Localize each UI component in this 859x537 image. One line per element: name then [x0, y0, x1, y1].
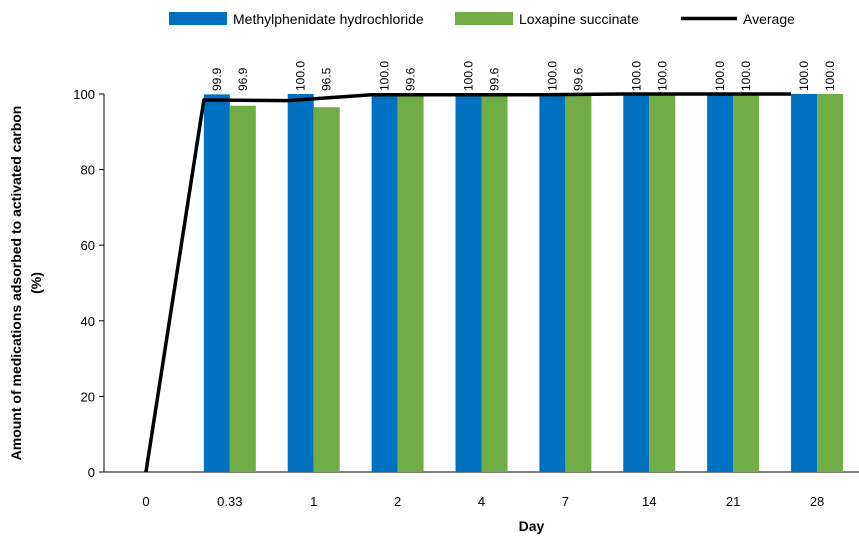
- x-axis-title: Day: [519, 518, 545, 534]
- y-tick-label: 20: [81, 389, 95, 404]
- x-tick-label: 14: [642, 494, 656, 509]
- x-tick-label: 1: [310, 494, 317, 509]
- bar: [539, 94, 566, 472]
- bars: [203, 94, 844, 473]
- legend-swatch: [169, 12, 227, 25]
- y-axis-title-line-2: (%): [28, 272, 44, 294]
- x-axis: 0 0.33 1 2 4 7 14 21 28: [104, 471, 859, 509]
- bar-data-label: 96.9: [236, 67, 250, 91]
- legend-label: Methylphenidate hydrochloride: [233, 11, 424, 27]
- bar-data-label: 100.0: [545, 61, 559, 91]
- average-line-group: [144, 92, 792, 473]
- bar: [229, 105, 256, 472]
- bar: [455, 94, 482, 472]
- bar-data-label: 100.0: [823, 61, 837, 91]
- bar-data-label: 99.6: [404, 67, 418, 91]
- bar: [623, 94, 650, 472]
- y-tick-label: 40: [81, 314, 95, 329]
- bar: [791, 94, 818, 472]
- bar-labels: 99.9 100.0 100.0 100.0 100.0 100.0 100.0 100.0 9…: [210, 61, 837, 91]
- legend-label: Loxapine succinate: [519, 11, 639, 27]
- bar-data-label: 100.0: [378, 61, 392, 91]
- legend-swatch: [455, 12, 513, 25]
- x-tick-label: 21: [726, 494, 740, 509]
- bar-data-label: 100.0: [462, 61, 476, 91]
- x-tick-label: 28: [810, 494, 824, 509]
- bar-data-label: 99.6: [571, 67, 585, 91]
- bar: [203, 94, 230, 473]
- y-tick-label: 60: [81, 238, 95, 253]
- bar: [287, 94, 314, 472]
- x-tick-label: 0: [142, 494, 149, 509]
- legend: Methylphenidate hydrochloride Loxapine su…: [169, 11, 795, 27]
- bar-data-label: 99.9: [210, 67, 224, 91]
- y-tick-label: 100: [73, 87, 95, 102]
- bar: [397, 95, 424, 473]
- bar-data-label: 100.0: [629, 61, 643, 91]
- x-tick-label: 4: [478, 494, 485, 509]
- y-tick-label: 0: [88, 465, 95, 480]
- bar: [565, 95, 592, 473]
- bar: [371, 94, 398, 472]
- bar: [481, 95, 508, 473]
- average-line: [144, 92, 792, 473]
- bar: [649, 94, 676, 472]
- bar: [313, 107, 340, 472]
- bar-data-label: 99.6: [488, 67, 502, 91]
- bar: [817, 94, 844, 472]
- y-tick-label: 80: [81, 163, 95, 178]
- legend-label: Average: [743, 11, 795, 27]
- bar-data-label: 96.5: [320, 67, 334, 91]
- bar-data-label: 100.0: [713, 61, 727, 91]
- x-tick-label: 7: [562, 494, 569, 509]
- bar-data-label: 100.0: [797, 61, 811, 91]
- bar-data-label: 100.0: [739, 61, 753, 91]
- bar-data-label: 100.0: [294, 61, 308, 91]
- y-axis: 0 20 40 60 80 100: [73, 87, 105, 480]
- x-tick-label: 0.33: [217, 494, 242, 509]
- bar-data-label: 100.0: [655, 61, 669, 91]
- x-tick-label: 2: [394, 494, 401, 509]
- bar: [733, 94, 760, 472]
- y-axis-title-line-1: Amount of medications adsorbed to activa…: [8, 106, 24, 461]
- bar: [707, 94, 734, 472]
